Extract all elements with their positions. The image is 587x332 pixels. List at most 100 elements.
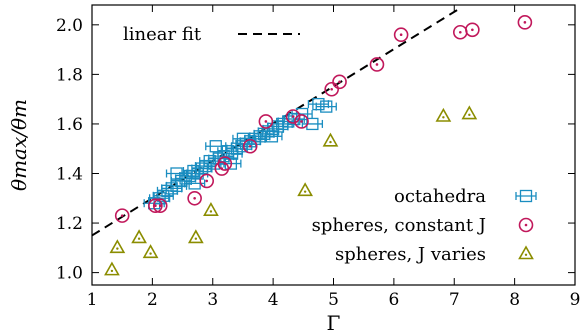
circle-marker — [258, 114, 274, 129]
legend-label: spheres, J varies — [335, 244, 486, 265]
circle-marker — [285, 109, 301, 124]
circle-dot — [158, 204, 162, 208]
triangle-marker — [203, 202, 219, 216]
circle-dot — [524, 223, 528, 227]
circle-dot — [223, 162, 227, 165]
y-tick-label: 1.0 — [56, 264, 83, 284]
x-tick-label: 8 — [509, 290, 520, 310]
triangle-marker — [131, 229, 147, 244]
legend-item-1: spheres, constant J — [312, 215, 534, 236]
triangle-marker — [104, 261, 120, 276]
circle-dot — [458, 30, 462, 34]
circle-marker — [217, 156, 233, 171]
triangle-dot — [468, 113, 471, 117]
circle-dot — [120, 214, 124, 217]
legend-swatch — [518, 217, 534, 233]
data-point — [294, 114, 309, 129]
data-point — [187, 190, 202, 206]
points-layer — [104, 15, 533, 276]
square-marker — [265, 130, 279, 143]
fit-line-layer — [91, 9, 458, 237]
data-point — [322, 132, 339, 147]
circle-marker — [152, 198, 168, 214]
triangle-dot — [110, 269, 114, 273]
circle-dot — [300, 120, 303, 123]
data-point — [369, 57, 385, 72]
data-point — [258, 114, 274, 129]
square-marker — [153, 192, 166, 205]
triangle-marker — [461, 105, 478, 120]
y-tick-label: 1.6 — [56, 115, 83, 135]
data-point — [301, 117, 324, 131]
data-point — [104, 261, 120, 276]
x-tick-label: 2 — [147, 290, 158, 310]
circle-marker — [187, 190, 202, 206]
triangle-dot — [149, 252, 152, 255]
data-point — [203, 202, 219, 216]
data-point — [165, 167, 188, 180]
triangle-marker — [187, 229, 204, 244]
legend-swatch — [518, 245, 534, 260]
series-2 — [104, 105, 478, 276]
square-marker — [236, 132, 250, 145]
data-point — [297, 182, 313, 197]
data-point — [114, 208, 130, 223]
triangle-dot — [116, 247, 119, 250]
circle-dot — [291, 115, 295, 118]
circle-dot — [205, 179, 209, 183]
series-0 — [143, 97, 337, 210]
circle-marker — [518, 217, 534, 233]
x-tick-label: 6 — [388, 290, 399, 310]
data-point — [232, 132, 254, 145]
triangle-marker — [109, 239, 126, 254]
legend-swatch — [515, 189, 537, 203]
data-point — [187, 229, 204, 244]
legend-item-0: octahedra — [394, 186, 537, 207]
circle-dot — [399, 33, 403, 37]
triangle-dot — [442, 116, 445, 119]
triangle-dot — [209, 210, 213, 213]
circle-marker — [148, 198, 163, 214]
data-point — [131, 229, 147, 244]
square-marker — [170, 167, 183, 180]
triangle-dot — [329, 140, 332, 144]
square-marker — [195, 162, 209, 175]
data-point — [152, 198, 168, 214]
circle-dot — [248, 144, 252, 148]
circle-marker — [114, 208, 130, 223]
data-point — [217, 156, 233, 171]
circle-dot — [375, 63, 379, 66]
triangle-dot — [303, 190, 307, 193]
circle-marker — [369, 57, 385, 72]
x-tick-label: 9 — [570, 290, 581, 310]
data-point — [205, 140, 227, 153]
data-point — [285, 109, 301, 124]
triangle-dot — [194, 237, 198, 240]
legend: linear fit octahedra spheres, constant J sp… — [123, 24, 537, 265]
data-point — [142, 244, 159, 259]
triangle-marker — [518, 245, 534, 260]
fit-line — [91, 9, 458, 237]
square-marker — [209, 140, 222, 153]
square-marker — [295, 107, 309, 121]
x-axis-label: Γ — [327, 311, 341, 332]
x-tick-label: 7 — [449, 290, 460, 310]
triangle-marker — [297, 182, 313, 197]
circle-marker — [332, 74, 347, 90]
y-tick-label: 1.4 — [56, 164, 83, 184]
circle-marker — [324, 81, 339, 97]
square-marker — [320, 100, 333, 113]
circle-marker — [465, 22, 480, 38]
data-point — [332, 74, 347, 90]
square-marker — [312, 97, 325, 111]
data-point — [242, 138, 258, 154]
y-tick-label: 1.8 — [56, 65, 83, 85]
data-point — [148, 198, 163, 214]
triangle-dot — [524, 253, 528, 256]
x-tick-label: 4 — [268, 290, 279, 310]
legend-item-fit: linear fit — [123, 24, 300, 45]
circle-marker — [199, 173, 215, 189]
y-tick-label: 2.0 — [56, 16, 83, 36]
